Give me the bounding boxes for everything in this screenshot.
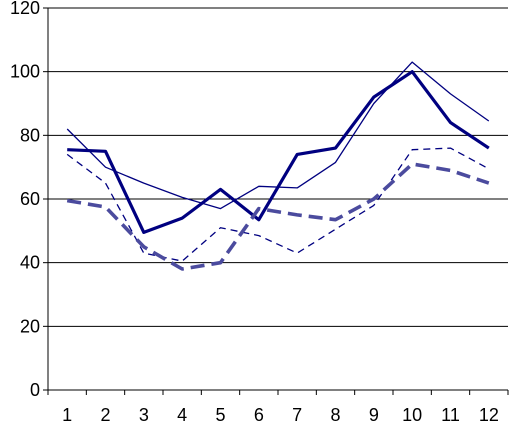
x-tick-label: 6 <box>254 405 264 425</box>
series-line-2 <box>67 70 490 234</box>
x-tick-label: 2 <box>100 405 110 425</box>
x-tick-label: 3 <box>139 405 149 425</box>
x-tick-labels: 1 2 3 4 5 6 7 8 9 10 11 12 <box>62 405 499 425</box>
axes <box>43 7 509 395</box>
x-tick-label: 10 <box>402 405 422 425</box>
x-tick-label: 4 <box>177 405 187 425</box>
y-tick-labels: 0 20 40 60 80 100 120 <box>10 0 40 400</box>
gridlines <box>48 7 508 327</box>
x-tick-label: 9 <box>369 405 379 425</box>
x-tick-label: 1 <box>62 405 72 425</box>
y-tick-label: 0 <box>30 380 40 400</box>
x-tick-label: 5 <box>215 405 225 425</box>
x-tick-label: 8 <box>330 405 340 425</box>
series-lines <box>66 61 490 271</box>
y-tick-label: 40 <box>20 253 40 273</box>
series-line-4 <box>66 162 490 271</box>
x-tick-label: 7 <box>292 405 302 425</box>
y-tick-label: 20 <box>20 316 40 336</box>
x-tick-label: 11 <box>441 405 460 425</box>
x-tick-label: 12 <box>479 405 499 425</box>
y-tick-label: 60 <box>20 189 40 209</box>
y-tick-label: 80 <box>20 125 40 145</box>
y-tick-label: 100 <box>10 62 40 82</box>
y-tick-label: 120 <box>10 0 40 18</box>
